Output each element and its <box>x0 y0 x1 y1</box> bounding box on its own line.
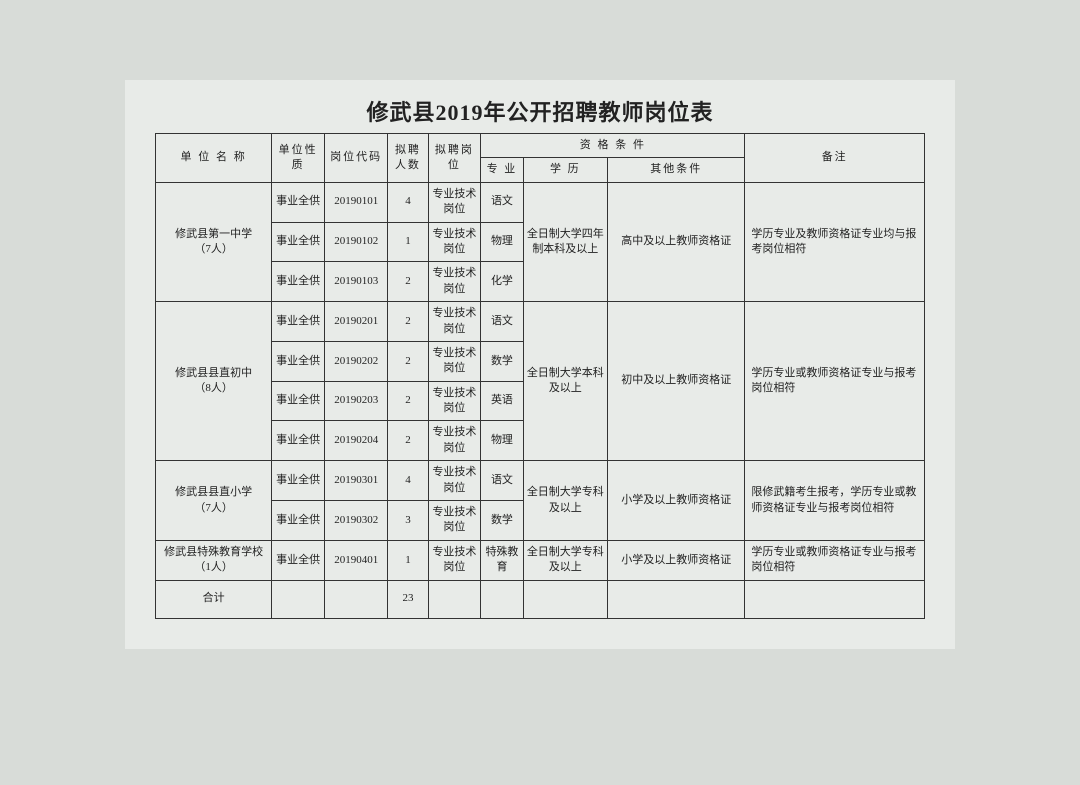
cell-nature: 事业全供 <box>272 222 325 262</box>
header-qualification: 资 格 条 件 <box>481 134 745 158</box>
cell-count: 2 <box>388 302 428 342</box>
cell-code: 20190302 <box>325 501 388 541</box>
cell-empty <box>745 580 925 618</box>
cell-major: 数学 <box>481 341 523 381</box>
cell-nature: 事业全供 <box>272 421 325 461</box>
header-remark: 备注 <box>745 134 925 183</box>
cell-code: 20190401 <box>325 540 388 580</box>
header-other: 其他条件 <box>608 158 745 182</box>
cell-position: 专业技术岗位 <box>428 461 481 501</box>
cell-major: 特殊教育 <box>481 540 523 580</box>
cell-position: 专业技术岗位 <box>428 501 481 541</box>
cell-major: 语文 <box>481 182 523 222</box>
cell-major: 语文 <box>481 302 523 342</box>
cell-major: 数学 <box>481 501 523 541</box>
cell-nature: 事业全供 <box>272 540 325 580</box>
cell-code: 20190101 <box>325 182 388 222</box>
cell-remark: 学历专业及教师资格证专业均与报考岗位相符 <box>745 182 925 301</box>
table-header: 单 位 名 称 单位性质 岗位代码 拟聘人数 拟聘岗位 资 格 条 件 备注 专… <box>156 134 925 183</box>
table-row: 修武县县直小学（7人）事业全供201903014专业技术岗位语文全日制大学专科及… <box>156 461 925 501</box>
cell-major: 物理 <box>481 222 523 262</box>
cell-unit: 修武县县直小学（7人） <box>156 461 272 541</box>
cell-count: 3 <box>388 501 428 541</box>
document-page: 修武县2019年公开招聘教师岗位表 单 位 名 称 单位性质 岗位代码 拟聘人数… <box>125 80 955 649</box>
cell-nature: 事业全供 <box>272 461 325 501</box>
cell-remark: 学历专业或教师资格证专业与报考岗位相符 <box>745 302 925 461</box>
cell-major: 化学 <box>481 262 523 302</box>
cell-position: 专业技术岗位 <box>428 222 481 262</box>
cell-empty <box>325 580 388 618</box>
cell-position: 专业技术岗位 <box>428 262 481 302</box>
cell-nature: 事业全供 <box>272 302 325 342</box>
cell-code: 20190203 <box>325 381 388 421</box>
cell-nature: 事业全供 <box>272 381 325 421</box>
cell-empty <box>523 580 608 618</box>
cell-code: 20190202 <box>325 341 388 381</box>
header-position: 拟聘岗位 <box>428 134 481 183</box>
cell-position: 专业技术岗位 <box>428 540 481 580</box>
table-row: 修武县特殊教育学校（1人）事业全供201904011专业技术岗位特殊教育全日制大… <box>156 540 925 580</box>
cell-total-count: 23 <box>388 580 428 618</box>
cell-count: 2 <box>388 341 428 381</box>
cell-empty <box>272 580 325 618</box>
cell-count: 1 <box>388 222 428 262</box>
page-title: 修武县2019年公开招聘教师岗位表 <box>155 95 925 127</box>
cell-nature: 事业全供 <box>272 262 325 302</box>
cell-major: 英语 <box>481 381 523 421</box>
cell-count: 2 <box>388 262 428 302</box>
table-row: 修武县县直初中（8人）事业全供201902012专业技术岗位语文全日制大学本科及… <box>156 302 925 342</box>
header-education: 学 历 <box>523 158 608 182</box>
cell-nature: 事业全供 <box>272 341 325 381</box>
cell-major: 语文 <box>481 461 523 501</box>
cell-remark: 学历专业或教师资格证专业与报考岗位相符 <box>745 540 925 580</box>
cell-code: 20190201 <box>325 302 388 342</box>
cell-code: 20190301 <box>325 461 388 501</box>
cell-position: 专业技术岗位 <box>428 341 481 381</box>
header-count: 拟聘人数 <box>388 134 428 183</box>
cell-count: 2 <box>388 381 428 421</box>
cell-code: 20190102 <box>325 222 388 262</box>
cell-other: 初中及以上教师资格证 <box>608 302 745 461</box>
cell-count: 4 <box>388 461 428 501</box>
cell-education: 全日制大学四年制本科及以上 <box>523 182 608 301</box>
cell-empty <box>481 580 523 618</box>
cell-position: 专业技术岗位 <box>428 421 481 461</box>
cell-other: 小学及以上教师资格证 <box>608 461 745 541</box>
cell-education: 全日制大学专科及以上 <box>523 540 608 580</box>
recruitment-table: 单 位 名 称 单位性质 岗位代码 拟聘人数 拟聘岗位 资 格 条 件 备注 专… <box>155 133 925 619</box>
cell-position: 专业技术岗位 <box>428 182 481 222</box>
cell-education: 全日制大学专科及以上 <box>523 461 608 541</box>
table-total-row: 合计 23 <box>156 580 925 618</box>
header-nature: 单位性质 <box>272 134 325 183</box>
table-row: 修武县第一中学（7人）事业全供201901014专业技术岗位语文全日制大学四年制… <box>156 182 925 222</box>
cell-education: 全日制大学本科及以上 <box>523 302 608 461</box>
cell-code: 20190103 <box>325 262 388 302</box>
cell-major: 物理 <box>481 421 523 461</box>
cell-unit: 修武县第一中学（7人） <box>156 182 272 301</box>
cell-unit: 修武县县直初中（8人） <box>156 302 272 461</box>
cell-nature: 事业全供 <box>272 182 325 222</box>
cell-total-label: 合计 <box>156 580 272 618</box>
cell-other: 高中及以上教师资格证 <box>608 182 745 301</box>
cell-count: 4 <box>388 182 428 222</box>
cell-position: 专业技术岗位 <box>428 302 481 342</box>
cell-empty <box>428 580 481 618</box>
header-code: 岗位代码 <box>325 134 388 183</box>
cell-nature: 事业全供 <box>272 501 325 541</box>
cell-count: 1 <box>388 540 428 580</box>
header-major: 专 业 <box>481 158 523 182</box>
cell-code: 20190204 <box>325 421 388 461</box>
cell-count: 2 <box>388 421 428 461</box>
cell-remark: 限修武籍考生报考，学历专业或教师资格证专业与报考岗位相符 <box>745 461 925 541</box>
cell-position: 专业技术岗位 <box>428 381 481 421</box>
header-unit: 单 位 名 称 <box>156 134 272 183</box>
cell-other: 小学及以上教师资格证 <box>608 540 745 580</box>
table-body: 修武县第一中学（7人）事业全供201901014专业技术岗位语文全日制大学四年制… <box>156 182 925 618</box>
cell-empty <box>608 580 745 618</box>
cell-unit: 修武县特殊教育学校（1人） <box>156 540 272 580</box>
